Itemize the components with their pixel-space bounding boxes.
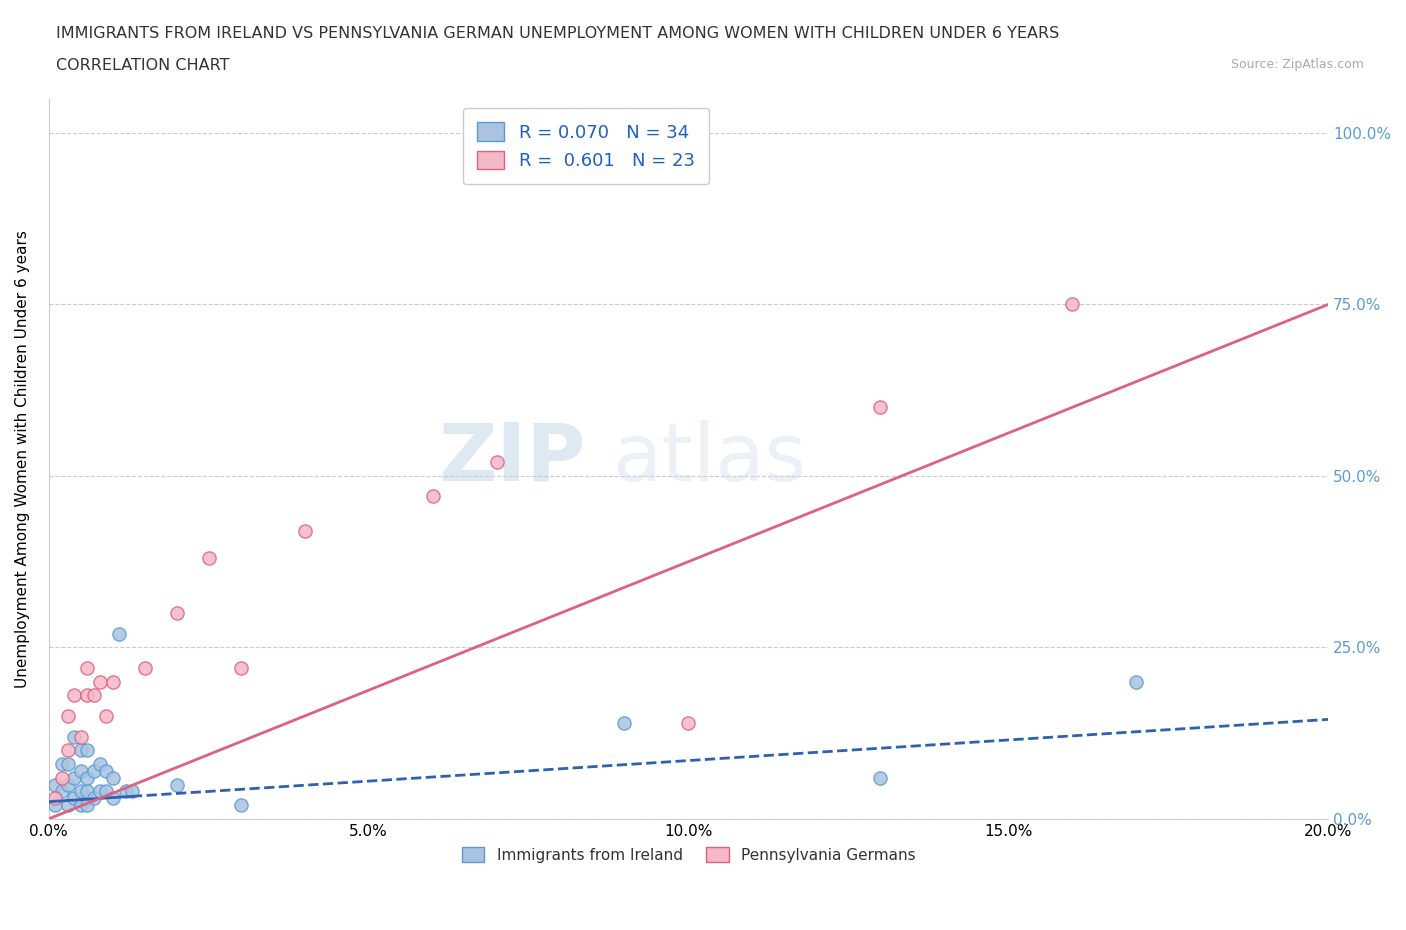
Point bbox=[63, 729, 86, 744]
Point bbox=[96, 709, 118, 724]
Point bbox=[422, 489, 444, 504]
Point bbox=[197, 551, 219, 565]
Point bbox=[89, 756, 111, 771]
Point bbox=[485, 455, 508, 470]
Point bbox=[51, 770, 73, 785]
Point bbox=[134, 660, 156, 675]
Point bbox=[83, 790, 105, 805]
Point bbox=[121, 784, 143, 799]
Point bbox=[76, 660, 98, 675]
Point bbox=[1125, 674, 1147, 689]
Point bbox=[76, 688, 98, 703]
Point bbox=[1062, 297, 1084, 312]
Point bbox=[678, 715, 700, 730]
Text: ZIP: ZIP bbox=[439, 419, 586, 498]
Point bbox=[44, 790, 66, 805]
Point bbox=[69, 729, 91, 744]
Point bbox=[101, 770, 124, 785]
Point bbox=[166, 605, 188, 620]
Point bbox=[89, 784, 111, 799]
Point bbox=[114, 784, 136, 799]
Point bbox=[69, 784, 91, 799]
Point bbox=[69, 764, 91, 778]
Point bbox=[550, 126, 572, 140]
Point bbox=[69, 798, 91, 813]
Point bbox=[56, 756, 79, 771]
Point bbox=[96, 764, 118, 778]
Point bbox=[869, 400, 891, 415]
Point bbox=[63, 790, 86, 805]
Point bbox=[76, 770, 98, 785]
Text: CORRELATION CHART: CORRELATION CHART bbox=[56, 58, 229, 73]
Point bbox=[869, 770, 891, 785]
Point bbox=[83, 764, 105, 778]
Point bbox=[56, 798, 79, 813]
Point bbox=[76, 784, 98, 799]
Point bbox=[63, 770, 86, 785]
Point bbox=[56, 743, 79, 758]
Point bbox=[44, 777, 66, 792]
Point bbox=[76, 743, 98, 758]
Legend: Immigrants from Ireland, Pennsylvania Germans: Immigrants from Ireland, Pennsylvania Ge… bbox=[456, 841, 921, 869]
Point bbox=[76, 798, 98, 813]
Point bbox=[69, 743, 91, 758]
Point bbox=[56, 709, 79, 724]
Point bbox=[294, 524, 316, 538]
Point bbox=[229, 660, 252, 675]
Y-axis label: Unemployment Among Women with Children Under 6 years: Unemployment Among Women with Children U… bbox=[15, 230, 30, 687]
Point bbox=[51, 756, 73, 771]
Point bbox=[44, 798, 66, 813]
Text: atlas: atlas bbox=[612, 419, 806, 498]
Point bbox=[166, 777, 188, 792]
Point bbox=[229, 798, 252, 813]
Point bbox=[101, 674, 124, 689]
Point bbox=[613, 715, 636, 730]
Point bbox=[101, 790, 124, 805]
Point bbox=[108, 626, 131, 641]
Point bbox=[63, 688, 86, 703]
Text: Source: ZipAtlas.com: Source: ZipAtlas.com bbox=[1230, 58, 1364, 71]
Text: IMMIGRANTS FROM IRELAND VS PENNSYLVANIA GERMAN UNEMPLOYMENT AMONG WOMEN WITH CHI: IMMIGRANTS FROM IRELAND VS PENNSYLVANIA … bbox=[56, 26, 1060, 41]
Point bbox=[89, 674, 111, 689]
Point bbox=[56, 777, 79, 792]
Point bbox=[83, 688, 105, 703]
Point bbox=[51, 784, 73, 799]
Point bbox=[96, 784, 118, 799]
